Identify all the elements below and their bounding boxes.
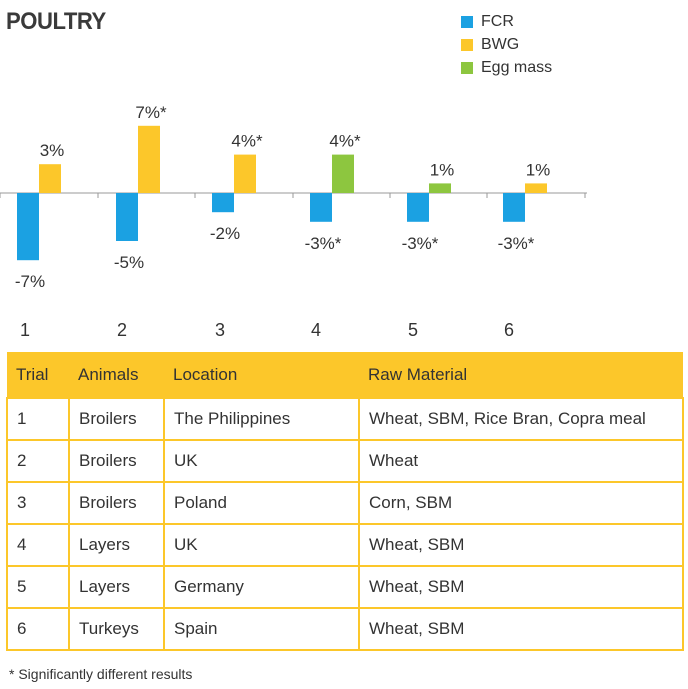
legend-item-bwg: BWG xyxy=(461,33,552,56)
bar-bwg-6 xyxy=(525,183,547,193)
legend-swatch-egg-mass xyxy=(461,61,473,74)
header-raw-material: Raw Material xyxy=(359,352,683,398)
table-row: 3 Broilers Poland Corn, SBM xyxy=(6,481,684,525)
cell-animals: Broilers xyxy=(68,397,165,441)
category-label-5: 5 xyxy=(408,320,418,340)
bar-chart: -7% 3% 1 -5% 7%* 2 -2% 4%* 3 -3%* 4%* 4 -3%* 1% 5 -3%* 1… xyxy=(0,103,587,340)
cell-raw-material: Wheat, SBM xyxy=(358,565,684,609)
legend-item-fcr: FCR xyxy=(461,10,552,33)
cell-raw-material: Wheat xyxy=(358,439,684,483)
trials-table: Trial Animals Location Raw Material 1 Br… xyxy=(6,352,684,651)
cell-raw-material: Wheat, SBM xyxy=(358,523,684,567)
cell-animals: Layers xyxy=(68,523,165,567)
table-row: 5 Layers Germany Wheat, SBM xyxy=(6,565,684,609)
data-label-fcr-2: -5% xyxy=(114,253,144,272)
data-label-bwg-6: 1% xyxy=(526,160,551,179)
data-label-egg-mass-4: 4%* xyxy=(329,132,361,151)
bar-egg-mass-4 xyxy=(332,154,354,193)
category-label-3: 3 xyxy=(215,320,225,340)
cell-raw-material: Wheat, SBM xyxy=(358,607,684,651)
header-location: Location xyxy=(164,352,359,398)
legend-label-bwg: BWG xyxy=(481,35,520,53)
table-row: 4 Layers UK Wheat, SBM xyxy=(6,523,684,567)
category-label-1: 1 xyxy=(20,320,30,340)
bar-fcr-3 xyxy=(212,193,234,213)
bar-fcr-6 xyxy=(503,193,525,222)
cell-raw-material: Corn, SBM xyxy=(358,481,684,525)
bar-fcr-4 xyxy=(310,193,332,222)
legend-item-egg-mass: Egg mass xyxy=(461,56,552,79)
data-label-fcr-6: -3%* xyxy=(498,234,535,253)
table-row: 1 Broilers The Philippines Wheat, SBM, R… xyxy=(6,397,684,441)
cell-location: UK xyxy=(163,523,360,567)
bar-fcr-2 xyxy=(116,193,138,241)
cell-trial: 4 xyxy=(6,523,70,567)
cell-animals: Layers xyxy=(68,565,165,609)
cell-trial: 1 xyxy=(6,397,70,441)
cell-location: UK xyxy=(163,439,360,483)
header-trial: Trial xyxy=(7,352,69,398)
header-animals: Animals xyxy=(69,352,164,398)
bar-bwg-1 xyxy=(39,164,61,193)
legend-swatch-fcr xyxy=(461,15,473,28)
data-label-fcr-1: -7% xyxy=(15,272,45,291)
cell-trial: 6 xyxy=(6,607,70,651)
data-label-fcr-3: -2% xyxy=(210,224,240,243)
cell-location: Germany xyxy=(163,565,360,609)
cell-trial: 3 xyxy=(6,481,70,525)
data-label-bwg-1: 3% xyxy=(40,141,65,160)
table-row: 2 Broilers UK Wheat xyxy=(6,439,684,483)
cell-animals: Turkeys xyxy=(68,607,165,651)
table-header-row: Trial Animals Location Raw Material xyxy=(7,352,683,398)
bar-fcr-5 xyxy=(407,193,429,222)
bar-bwg-2 xyxy=(138,125,160,193)
cell-location: Spain xyxy=(163,607,360,651)
legend-label-egg-mass: Egg mass xyxy=(481,58,553,76)
cell-location: The Philippines xyxy=(163,397,360,441)
legend: FCR BWG Egg mass xyxy=(461,10,552,79)
cell-raw-material: Wheat, SBM, Rice Bran, Copra meal xyxy=(358,397,684,441)
bar-fcr-1 xyxy=(17,193,39,261)
data-label-fcr-5: -3%* xyxy=(402,234,439,253)
cell-location: Poland xyxy=(163,481,360,525)
category-label-2: 2 xyxy=(117,320,127,340)
footnote: * Significantly different results xyxy=(9,666,193,682)
category-label-4: 4 xyxy=(311,320,321,340)
data-label-fcr-4: -3%* xyxy=(305,234,342,253)
cell-animals: Broilers xyxy=(68,439,165,483)
category-label-6: 6 xyxy=(504,320,514,340)
data-label-bwg-2: 7%* xyxy=(135,103,167,122)
chart-title: POULTRY xyxy=(6,8,106,35)
cell-animals: Broilers xyxy=(68,481,165,525)
bar-egg-mass-5 xyxy=(429,183,451,193)
legend-label-fcr: FCR xyxy=(481,12,514,30)
data-label-egg-mass-5: 1% xyxy=(430,160,455,179)
data-label-bwg-3: 4%* xyxy=(231,132,263,151)
cell-trial: 5 xyxy=(6,565,70,609)
table-row: 6 Turkeys Spain Wheat, SBM xyxy=(6,607,684,651)
bar-bwg-3 xyxy=(234,154,256,193)
cell-trial: 2 xyxy=(6,439,70,483)
legend-swatch-bwg xyxy=(461,38,473,51)
